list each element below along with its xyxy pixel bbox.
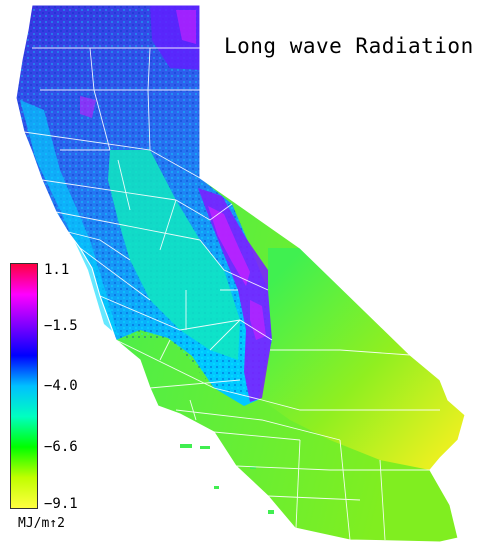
colorbar-tick-min: −9.1 [44, 496, 78, 512]
colorbar-tick: −4.0 [44, 378, 78, 394]
colorbar-tick: −1.5 [44, 318, 78, 334]
colorbar-tick: −6.6 [44, 439, 78, 455]
colorbar [10, 263, 38, 509]
channel-islands [180, 444, 274, 514]
colorbar-tick-max: 1.1 [44, 262, 70, 278]
central-valley [108, 150, 240, 360]
units-label: MJ/m↑2 [18, 516, 65, 531]
desert-region [262, 248, 465, 470]
map-title: Long wave Radiation [224, 34, 474, 58]
county-boundaries [23, 47, 440, 541]
sierra-nevada [198, 188, 276, 402]
